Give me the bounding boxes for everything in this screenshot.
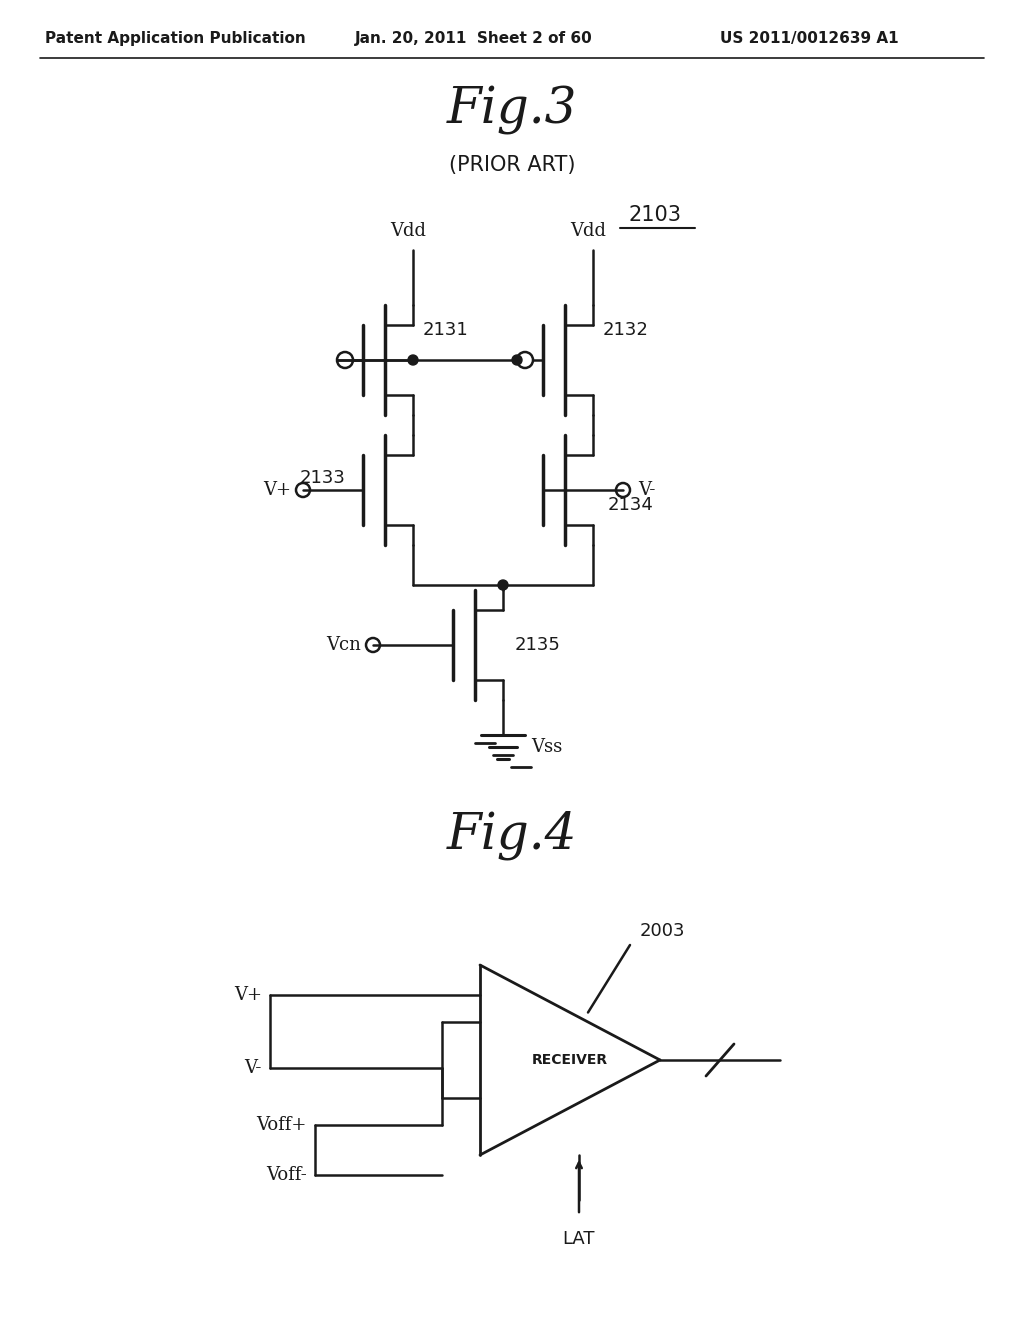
Text: 2132: 2132 — [603, 321, 649, 339]
Text: (PRIOR ART): (PRIOR ART) — [449, 154, 575, 176]
Text: 2133: 2133 — [300, 469, 346, 487]
Text: US 2011/0012639 A1: US 2011/0012639 A1 — [720, 30, 899, 45]
Text: Patent Application Publication: Patent Application Publication — [45, 30, 306, 45]
Circle shape — [512, 355, 522, 366]
Text: Vdd: Vdd — [570, 222, 606, 240]
Text: Voff+: Voff+ — [257, 1115, 307, 1134]
Text: 2003: 2003 — [640, 921, 685, 940]
Text: V-: V- — [638, 480, 655, 499]
Text: Fig.3: Fig.3 — [446, 86, 578, 135]
Text: 2134: 2134 — [608, 496, 654, 513]
Text: Jan. 20, 2011  Sheet 2 of 60: Jan. 20, 2011 Sheet 2 of 60 — [355, 30, 593, 45]
Text: Vdd: Vdd — [390, 222, 426, 240]
Text: 2103: 2103 — [629, 205, 682, 224]
Text: RECEIVER: RECEIVER — [531, 1053, 608, 1067]
Text: Voff-: Voff- — [266, 1166, 307, 1184]
Text: Vcn: Vcn — [326, 636, 361, 653]
Text: V-: V- — [245, 1059, 262, 1077]
Text: V+: V+ — [263, 480, 291, 499]
Text: 2131: 2131 — [423, 321, 469, 339]
Text: V+: V+ — [234, 986, 262, 1005]
Text: Vss: Vss — [531, 738, 562, 756]
Circle shape — [498, 579, 508, 590]
Circle shape — [408, 355, 418, 366]
Text: Fig.4: Fig.4 — [446, 810, 578, 859]
Text: 2135: 2135 — [515, 636, 561, 653]
Text: LAT: LAT — [563, 1230, 595, 1247]
